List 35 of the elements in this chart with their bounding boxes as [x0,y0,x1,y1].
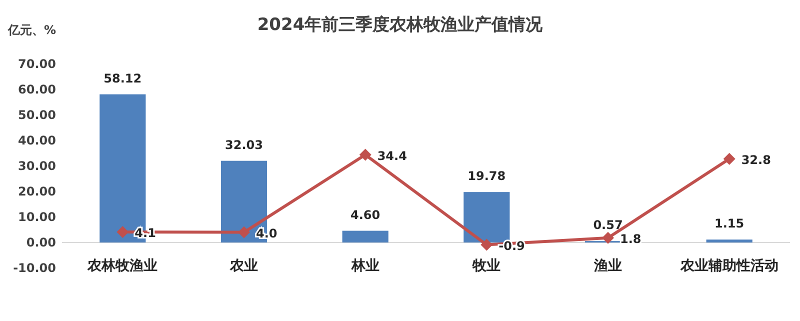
point [116,226,129,238]
data-label: 32.03 [225,138,263,152]
y-tick-label: -10.00 [13,261,56,275]
data-label: 34.4 [377,148,407,163]
x-tick-label: 牧业 [472,258,501,274]
x-tick-label: 农林牧渔业 [86,258,158,274]
x-tick-label: 林业 [350,258,380,274]
point [480,238,493,251]
y-tick-label: 40.00 [18,134,56,148]
data-label: 4.60 [350,208,380,222]
data-label: 0.57 [593,218,623,232]
bar [706,240,752,242]
x-tick-label: 农业 [229,258,258,274]
x-tick-label: 渔业 [593,258,622,274]
point [238,226,250,238]
y-tick-label: 20.00 [18,184,56,198]
y-tick-label: 30.00 [18,159,56,173]
data-label: 58.12 [104,71,142,86]
x-tick-label: 农业辅助性活动 [679,258,778,274]
bar [342,230,388,242]
bar [464,192,510,242]
y-tick-label: 70.00 [18,57,56,71]
y-tick-label: 50.00 [18,108,56,122]
y-tick-label: 0.00 [26,236,56,250]
data-label: 1.8 [620,232,642,246]
chart-title: 2024年前三季度农林牧渔业产值情况 [257,15,544,35]
y-tick-label: 10.00 [18,210,56,224]
point [723,152,736,165]
data-label: 19.78 [468,169,506,184]
y-tick-label: 60.00 [18,82,56,96]
point [602,232,614,244]
point [359,148,372,161]
data-label: 1.15 [714,216,744,231]
data-label: 32.8 [741,152,771,167]
y-axis-title: 亿元、% [7,23,56,37]
